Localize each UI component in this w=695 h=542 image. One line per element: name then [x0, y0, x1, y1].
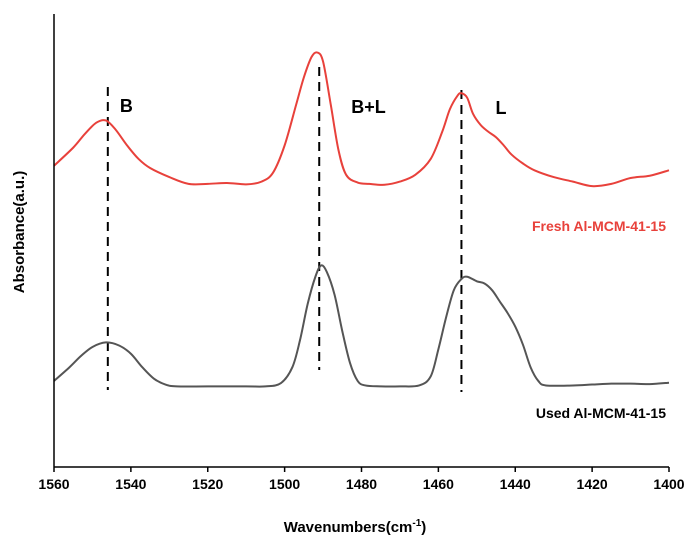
- x-axis: 1560 1540 1520 1500 1480 1460 1440 1420 1400: [38, 466, 685, 492]
- x-tick-label: 1460: [423, 476, 454, 492]
- x-tick-label: 1520: [192, 476, 223, 492]
- series-line: [53, 51, 670, 188]
- x-axis-title: Wavenumbers(cm-1): [284, 518, 427, 536]
- y-axis-title: Absorbance(a.u.): [11, 171, 28, 294]
- peak-label: B+L: [351, 97, 386, 117]
- x-tick-label: 1500: [269, 476, 300, 492]
- x-tick-label: 1420: [577, 476, 608, 492]
- reference-lines: B B+L L: [106, 67, 506, 392]
- x-tick-label: 1560: [38, 476, 69, 492]
- peak-label: L: [495, 98, 506, 118]
- series-label: Used Al-MCM-41-15: [536, 405, 666, 421]
- x-tick-label: 1440: [500, 476, 531, 492]
- x-tick-label: 1540: [115, 476, 146, 492]
- x-tick-label: 1480: [346, 476, 377, 492]
- x-tick-label: 1400: [653, 476, 684, 492]
- series-lines: Fresh Al-MCM-41-15 Used Al-MCM-41-15: [53, 51, 670, 421]
- series-label: Fresh Al-MCM-41-15: [532, 218, 666, 234]
- series-line: [53, 264, 670, 388]
- peak-label: B: [120, 96, 133, 116]
